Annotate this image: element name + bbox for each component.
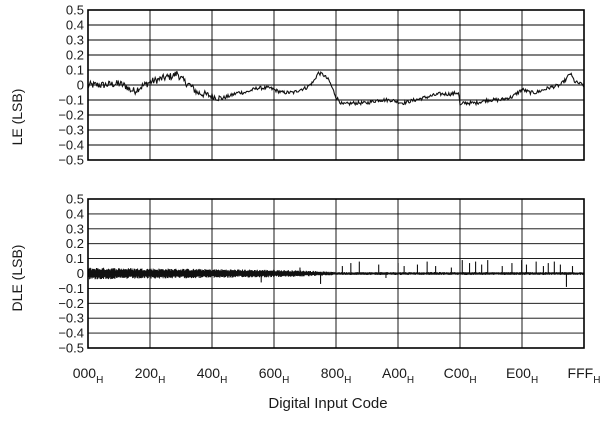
dle-y-tick-label: −0.2 (58, 296, 84, 311)
le-series-line (87, 70, 585, 107)
le-y-tick-labels: 0.50.40.30.20.10−0.1−0.2−0.3−0.4−0.5 (58, 3, 84, 168)
x-tick-main: 200 (135, 365, 159, 381)
dle-y-tick-label: 0.2 (66, 236, 84, 251)
x-tick-main: C00 (444, 365, 470, 381)
dle-y-tick-label: 0.3 (66, 221, 84, 236)
dle-y-tick-label: −0.1 (58, 281, 84, 296)
x-tick-subscript: H (220, 375, 227, 386)
le-y-axis-label: LE (LSB) (9, 89, 25, 146)
dle-y-tick-labels: 0.50.40.30.20.10−0.1−0.2−0.3−0.4−0.5 (58, 192, 84, 356)
x-tick-label: 800H (321, 365, 352, 386)
le-y-tick-label: −0.1 (58, 93, 84, 108)
x-tick-label: 200H (135, 365, 166, 386)
le-panel: 0.50.40.30.20.10−0.1−0.2−0.3−0.4−0.5 LE … (9, 3, 585, 168)
x-tick-subscript: H (344, 375, 351, 386)
x-tick-subscript: H (531, 375, 538, 386)
dle-y-tick-label: −0.5 (58, 341, 84, 356)
x-tick-subscript: H (407, 375, 414, 386)
dle-trace (87, 260, 585, 287)
x-tick-main: 600 (259, 365, 283, 381)
le-y-tick-label: −0.3 (58, 123, 84, 138)
le-y-tick-label: 0.5 (66, 3, 84, 18)
x-tick-label: A00H (382, 365, 414, 386)
x-tick-subscript: H (469, 375, 476, 386)
le-y-tick-label: 0.2 (66, 48, 84, 63)
le-gridlines (87, 9, 585, 161)
x-tick-label: FFFH (568, 365, 601, 386)
le-y-tick-label: 0.3 (66, 33, 84, 48)
x-tick-label: C00H (444, 365, 477, 386)
le-y-tick-label: 0 (77, 78, 84, 93)
x-tick-main: 000 (73, 365, 97, 381)
dle-y-tick-label: 0.5 (66, 192, 84, 207)
x-tick-main: 800 (321, 365, 345, 381)
le-trace (87, 70, 585, 107)
x-tick-main: A00 (382, 365, 407, 381)
x-axis-label: Digital Input Code (268, 395, 387, 412)
le-y-tick-label: −0.2 (58, 108, 84, 123)
x-tick-main: FFF (568, 365, 594, 381)
dle-y-tick-label: 0.4 (66, 206, 84, 221)
x-tick-subscript: H (282, 375, 289, 386)
x-tick-labels: 000H 200H 400H 600H 800H A00H C00H E00H FFFH (73, 365, 601, 386)
le-y-tick-label: 0.4 (66, 18, 84, 33)
x-tick-subscript: H (158, 375, 165, 386)
x-tick-label: 000H (73, 365, 104, 386)
le-y-tick-label: 0.1 (66, 63, 84, 78)
dle-panel: 0.50.40.30.20.10−0.1−0.2−0.3−0.4−0.5 DLE… (9, 192, 600, 413)
x-tick-subscript: H (593, 375, 600, 386)
x-tick-subscript: H (96, 375, 103, 386)
x-tick-main: E00 (506, 365, 531, 381)
x-tick-label: E00H (506, 365, 538, 386)
le-y-tick-label: −0.4 (58, 138, 84, 153)
le-y-tick-label: −0.5 (58, 153, 84, 168)
x-tick-label: 600H (259, 365, 290, 386)
dle-y-tick-label: −0.3 (58, 311, 84, 326)
x-tick-label: 400H (197, 365, 228, 386)
dle-y-tick-label: −0.4 (58, 326, 84, 341)
dle-plot-frame (87, 198, 585, 349)
dle-y-axis-label: DLE (LSB) (9, 245, 25, 312)
le-plot-frame (87, 9, 585, 161)
x-tick-main: 400 (197, 365, 221, 381)
dle-y-tick-label: 0.1 (66, 251, 84, 266)
dle-y-tick-label: 0 (77, 266, 84, 281)
